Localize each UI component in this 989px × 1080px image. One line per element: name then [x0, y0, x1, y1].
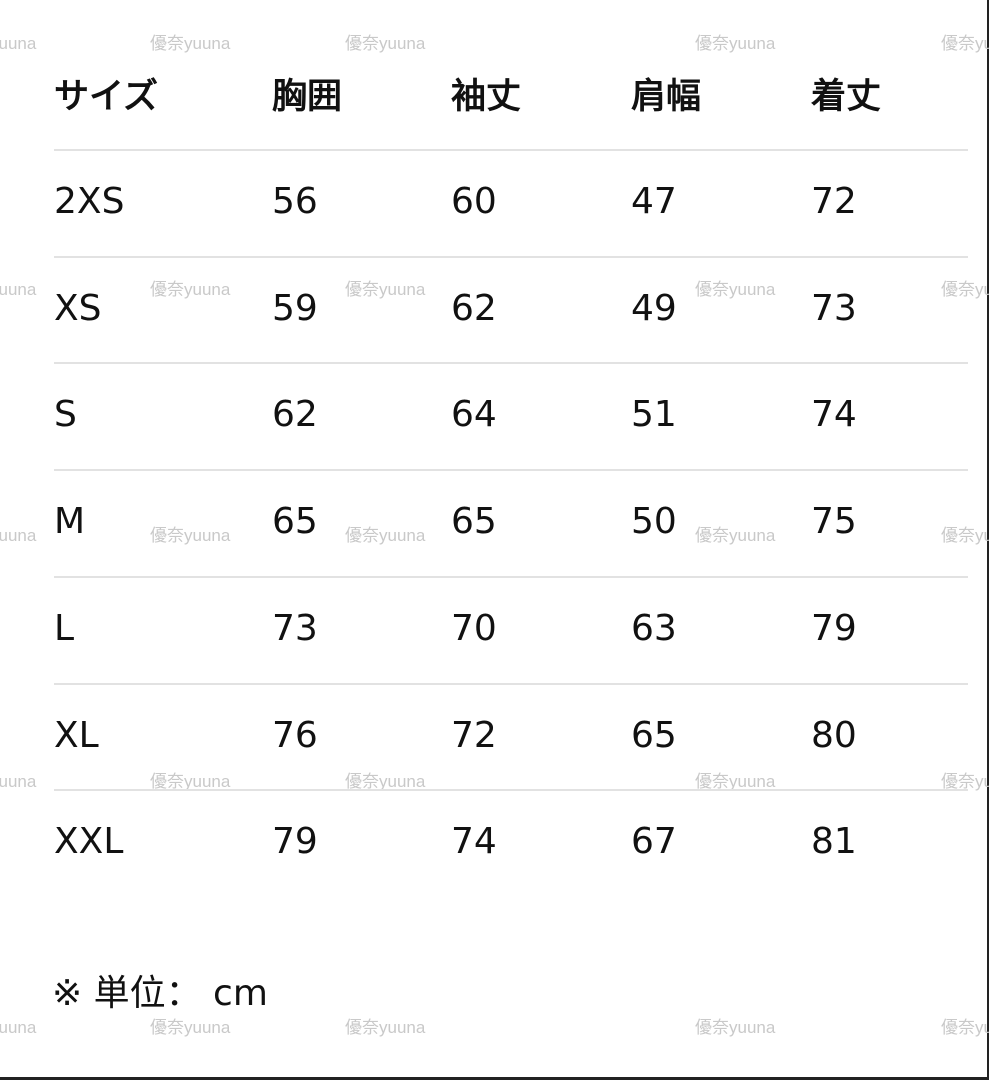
watermark-text: 優奈yuuna: [941, 772, 989, 791]
watermark-text: 優奈yuuna: [695, 526, 776, 545]
cell-length: 75: [811, 501, 857, 543]
cell-length: 80: [811, 714, 857, 756]
cell-length: 81: [811, 821, 857, 863]
cell-chest: 62: [272, 394, 318, 436]
header-shoulder: 肩幅: [631, 77, 702, 117]
table-row: M 65 65 50 75: [54, 469, 968, 575]
table-row: L 73 70 63 79: [54, 576, 968, 682]
cell-size: XXL: [54, 821, 124, 863]
watermark-text: 優奈yuuna: [345, 526, 426, 545]
table-header: サイズ 胸囲 袖丈 肩幅 着丈: [54, 44, 968, 150]
watermark-text: 優奈yuuna: [150, 772, 231, 791]
cell-chest: 76: [272, 714, 318, 756]
cell-chest: 59: [272, 287, 318, 329]
cell-shoulder: 67: [631, 821, 677, 863]
cell-shoulder: 63: [631, 607, 677, 649]
row-divider: [54, 149, 968, 151]
unit-footnote: ※ 単位： cm: [52, 973, 268, 1014]
cell-chest: 79: [272, 821, 318, 863]
watermark-text: 優奈yuuna: [0, 526, 37, 545]
row-divider: [54, 575, 968, 578]
row-divider: [54, 789, 968, 792]
row-divider: [54, 255, 968, 258]
table-row: S 62 64 51 74: [54, 362, 968, 468]
table-row: 2XS 56 60 47 72: [54, 149, 968, 255]
cell-size: M: [54, 501, 86, 543]
cell-sleeve: 74: [451, 821, 497, 863]
cell-size: S: [54, 394, 77, 436]
watermark-text: 優奈yuuna: [150, 1018, 231, 1037]
cell-shoulder: 65: [631, 714, 677, 756]
watermark-text: 優奈yuuna: [941, 526, 989, 545]
cell-shoulder: 50: [631, 501, 677, 543]
cell-sleeve: 70: [451, 607, 497, 649]
watermark-text: 優奈yuuna: [695, 280, 776, 299]
watermark-text: 優奈yuuna: [345, 280, 426, 299]
cell-length: 79: [811, 607, 857, 649]
watermark-text: 優奈yuuna: [941, 1018, 989, 1037]
row-divider: [54, 362, 968, 365]
watermark-text: 優奈yuuna: [0, 280, 37, 299]
cell-sleeve: 64: [451, 394, 497, 436]
cell-size: L: [54, 607, 75, 649]
table-row: XL 76 72 65 80: [54, 683, 968, 789]
watermark-text: 優奈yuuna: [941, 280, 989, 299]
watermark-text: 優奈yuuna: [150, 34, 231, 53]
watermark-text: 優奈yuuna: [0, 772, 37, 791]
header-sleeve: 袖丈: [451, 77, 522, 117]
watermark-text: 優奈yuuna: [0, 1018, 37, 1037]
cell-shoulder: 51: [631, 394, 677, 436]
cell-sleeve: 60: [451, 181, 497, 222]
watermark-text: 優奈yuuna: [695, 1018, 776, 1037]
cell-size: 2XS: [54, 181, 125, 222]
cell-shoulder: 49: [631, 287, 677, 329]
cell-length: 73: [811, 287, 857, 329]
cell-sleeve: 65: [451, 501, 497, 543]
watermark-text: 優奈yuuna: [150, 526, 231, 545]
table-row: XS 59 62 49 73: [54, 256, 968, 362]
row-divider: [54, 682, 968, 685]
cell-length: 72: [811, 181, 857, 222]
row-divider: [54, 469, 968, 472]
watermark-text: 優奈yuuna: [695, 34, 776, 53]
watermark-text: 優奈yuuna: [0, 34, 37, 53]
cell-size: XL: [54, 714, 99, 756]
cell-size: XS: [54, 287, 102, 329]
cell-sleeve: 72: [451, 714, 497, 756]
cell-chest: 65: [272, 501, 318, 543]
watermark-text: 優奈yuuna: [941, 34, 989, 53]
watermark-text: 優奈yuuna: [345, 1018, 426, 1037]
cell-chest: 73: [272, 607, 318, 649]
cell-sleeve: 62: [451, 287, 497, 329]
watermark-text: 優奈yuuna: [150, 280, 231, 299]
cell-length: 74: [811, 394, 857, 436]
header-size: サイズ: [54, 77, 158, 117]
cell-chest: 56: [272, 181, 318, 222]
header-length: 着丈: [811, 77, 882, 117]
watermark-text: 優奈yuuna: [345, 772, 426, 791]
watermark-text: 優奈yuuna: [695, 772, 776, 791]
watermark-text: 優奈yuuna: [345, 34, 426, 53]
header-chest: 胸囲: [272, 77, 343, 117]
cell-shoulder: 47: [631, 181, 677, 222]
table-row: XXL 79 74 67 81: [54, 789, 968, 895]
